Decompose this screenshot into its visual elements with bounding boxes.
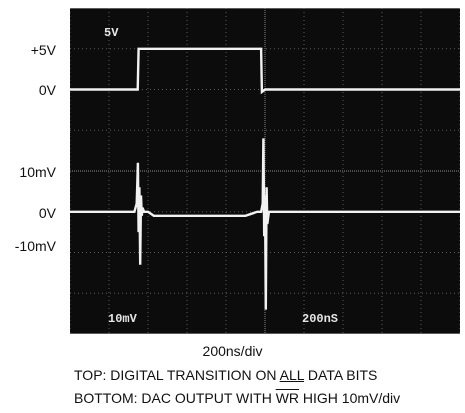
caption-top-suffix: DATA BITS [304,367,378,383]
caption-bottom-suffix: HIGH 10mV/div [299,390,401,406]
caption-top-prefix: TOP: DIGITAL TRANSITION ON [74,367,280,383]
ylabel-10mv: 10mV [19,164,56,180]
dac-output-trace [70,138,460,310]
caption-line-top: TOP: DIGITAL TRANSITION ON ALL DATA BITS [74,367,377,383]
ylabel-minus10mv: -10mV [14,238,56,254]
ylabel-0v-top: 0V [38,82,56,98]
caption-top-emphasis: ALL [279,367,305,383]
digital-transition-trace [70,47,460,95]
caption-bottom-prefix: BOTTOM: DAC OUTPUT WITH [74,390,276,406]
ylabel-0v-bottom: 0V [38,205,56,221]
screen-label-200ns: 200nS [302,312,338,326]
screen-label-5v: 5V [104,26,119,40]
x-axis-label: 200ns/div [202,343,263,359]
oscilloscope-screen: 5V 10mV 200nS [70,8,460,334]
screen-label-10mv: 10mV [108,312,138,326]
scope-plot: 5V 10mV 200nS [70,8,460,334]
caption-line-bottom: BOTTOM: DAC OUTPUT WITH WR HIGH 10mV/div [74,390,400,406]
ylabel-plus5v: +5V [30,42,56,58]
caption-bottom-emphasis: WR [275,390,300,406]
